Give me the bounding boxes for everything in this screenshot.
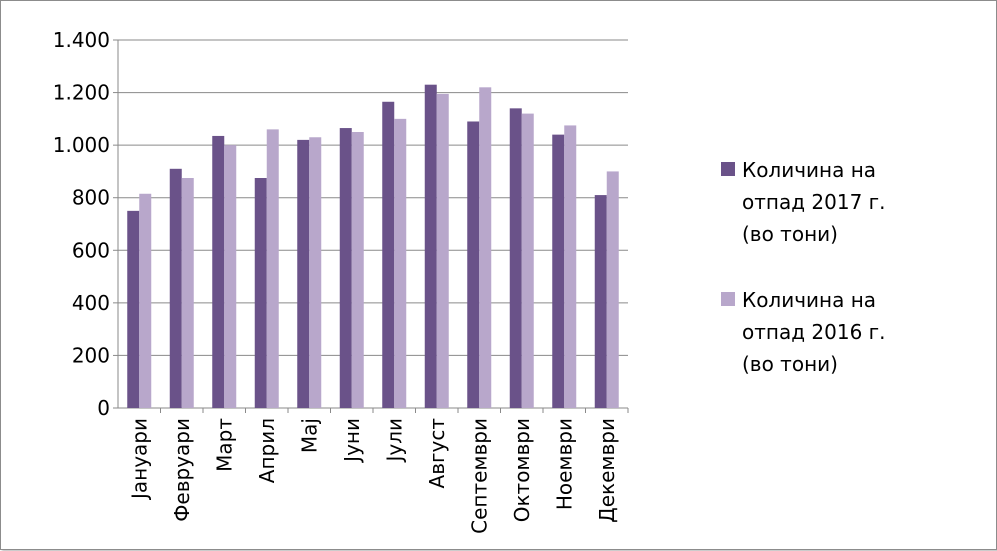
y-tick-label: 1.200 xyxy=(53,81,110,105)
bar xyxy=(339,128,352,409)
x-tick-label: Август xyxy=(425,418,449,489)
y-tick-label: 600 xyxy=(72,238,110,262)
bar xyxy=(509,108,522,408)
x-tick-label: Септември xyxy=(467,418,491,534)
bar xyxy=(254,178,267,408)
x-tick-label: Мај xyxy=(297,418,321,453)
bar xyxy=(424,84,437,408)
bar xyxy=(606,171,619,408)
bar xyxy=(297,139,310,408)
x-tick-label: Февруари xyxy=(170,418,194,522)
x-tick-label: Јануари xyxy=(127,418,151,501)
y-tick-label: 1.000 xyxy=(53,133,110,157)
x-tick-label: Ноември xyxy=(552,418,576,510)
bar xyxy=(594,195,607,408)
x-tick-label: Декември xyxy=(595,418,619,523)
y-tick-label: 1.400 xyxy=(53,28,110,52)
bar xyxy=(351,132,364,408)
legend-item-2017: Количина на отпад 2017 г. (во тони) xyxy=(721,154,971,250)
bar xyxy=(139,193,152,408)
x-tick-label: Октомври xyxy=(510,418,534,522)
x-tick-label: Март xyxy=(212,418,236,472)
bar xyxy=(169,168,182,408)
bar xyxy=(564,125,577,408)
bar xyxy=(212,135,225,408)
bar xyxy=(127,210,140,408)
bar xyxy=(552,134,565,408)
y-tick-label: 400 xyxy=(72,291,110,315)
x-tick-label: Јуни xyxy=(340,418,364,464)
chart-legend: Количина на отпад 2017 г. (во тони) Коли… xyxy=(721,154,971,414)
bar xyxy=(479,87,492,409)
bar xyxy=(181,178,194,408)
y-tick-label: 200 xyxy=(72,343,110,367)
bar xyxy=(224,145,237,408)
bar xyxy=(467,121,480,408)
legend-swatch-2016 xyxy=(721,292,735,306)
bar xyxy=(521,113,534,408)
bar xyxy=(394,118,407,408)
legend-label-2017: Количина на отпад 2017 г. (во тони) xyxy=(742,158,886,246)
y-tick-label: 800 xyxy=(72,186,110,210)
bar xyxy=(309,137,322,408)
x-tick-label: Април xyxy=(255,418,279,483)
legend-swatch-2017 xyxy=(721,162,735,176)
bar xyxy=(266,129,279,408)
bar xyxy=(436,93,449,408)
bar xyxy=(382,101,395,409)
x-tick-label: Јули xyxy=(382,418,406,464)
legend-label-2016: Количина на отпад 2016 г. (во тони) xyxy=(742,288,886,376)
legend-item-2016: Количина на отпад 2016 г. (во тони) xyxy=(721,284,971,380)
y-tick-label: 0 xyxy=(97,396,110,420)
